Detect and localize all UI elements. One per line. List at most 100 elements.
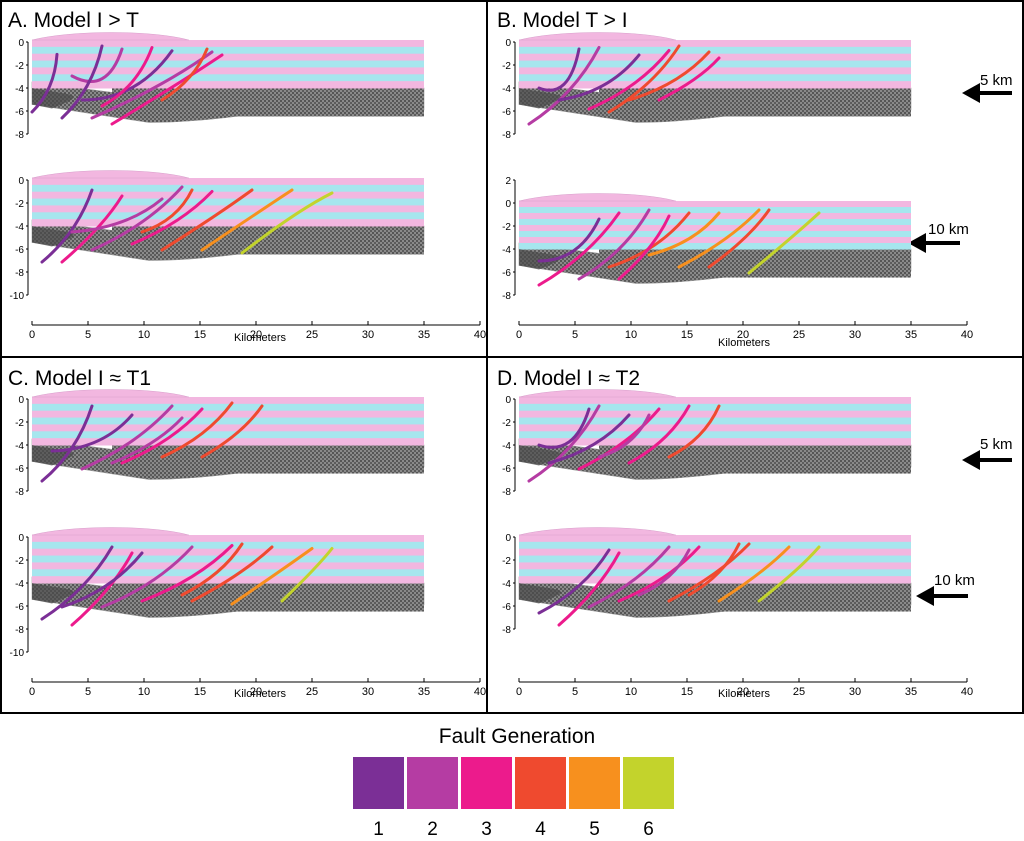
fault-trace-gen-3: [100, 46, 154, 108]
fault-trace-gen-5: [230, 547, 314, 606]
y-tick-label: -2: [15, 199, 24, 210]
fault-trace-gen-3: [120, 407, 204, 465]
sediment-layer: [519, 201, 911, 208]
sediment-layer: [32, 178, 424, 186]
y-tick-label: 2: [505, 176, 511, 187]
fault-trace-gen-4: [667, 542, 751, 603]
sediment-layer: [32, 219, 424, 227]
panel-title-c: C. Model I ≈ T1: [8, 367, 151, 390]
x-axis-label-d: Kilometers: [718, 688, 770, 700]
fault-trace-gen-2: [110, 416, 184, 465]
y-tick-label: 0: [505, 395, 511, 406]
fault-trace-gen-1: [60, 551, 144, 609]
sediment-layer: [32, 53, 424, 62]
x-tick-label: 10: [625, 686, 637, 698]
fault-trace-gen-1: [40, 188, 94, 264]
y-tick-label: 0: [18, 395, 24, 406]
fault-trace-gen-3: [587, 49, 671, 111]
fault-trace-gen-4: [180, 542, 244, 597]
cross-section-1: 0 -2 -4 -6 -8: [502, 389, 912, 498]
sediment-layer: [519, 576, 911, 584]
y-tick-label: -8: [15, 625, 24, 636]
x-tick-label: 5: [572, 686, 578, 698]
x-tick-label: 30: [362, 686, 374, 698]
fault-trace-gen-4: [190, 545, 274, 603]
y-tick-label: -4: [15, 441, 24, 452]
fault-trace-gen-1: [537, 217, 601, 263]
cross-section-1: 0 -2 -4 -6 -8: [15, 32, 425, 141]
y-tick-label: -2: [15, 418, 24, 429]
y-tick-label: 0: [505, 199, 511, 210]
x-axis-label-b: Kilometers: [718, 337, 770, 349]
fault-trace-gen-2: [527, 46, 601, 126]
arrow-label: 10 km: [934, 572, 975, 589]
cross-section-2: 0 -2 -4 -6 -8: [502, 527, 912, 636]
y-tick-label: -4: [15, 84, 24, 95]
sediment-layer: [32, 81, 424, 89]
sediment-layer: [519, 562, 911, 570]
sediment-layer: [32, 191, 424, 200]
sediment-layer: [519, 53, 911, 62]
imbricated-basement: [519, 583, 561, 604]
sediment-layer: [519, 74, 911, 82]
sediment-layer: [519, 207, 911, 214]
fault-trace-gen-1: [50, 413, 134, 453]
y-tick-label: -6: [502, 602, 511, 613]
fault-trace-gen-1: [557, 53, 641, 102]
legend-swatch-5: [569, 757, 620, 809]
fault-trace-gen-2: [597, 413, 651, 459]
fault-trace-gen-4: [200, 404, 264, 459]
fault-trace-gen-3: [577, 407, 661, 471]
cross-section-1: 0 -2 -4 -6 -8: [502, 32, 912, 141]
fault-trace-gen-1: [60, 44, 104, 120]
arrow-10km-panel-b: 10 km: [908, 221, 969, 253]
fault-trace-gen-3: [537, 211, 621, 287]
fault-trace-gen-4: [627, 50, 711, 102]
legend-swatch-1: [353, 757, 404, 809]
basement-fill: [599, 88, 911, 117]
sediment-layer: [519, 403, 911, 412]
fault-trace-gen-2: [587, 545, 671, 609]
x-tick-label: 40: [961, 329, 973, 341]
arrow-label: 5 km: [980, 72, 1013, 89]
thrust-wedge: [31, 32, 189, 41]
thrust-wedge: [31, 527, 189, 536]
x-tick-label: 0: [29, 686, 35, 698]
imbricated-basement: [32, 88, 74, 109]
fault-trace-gen-6: [757, 545, 821, 603]
fault-trace-gen-2: [577, 208, 651, 281]
x-tick-label: 35: [905, 329, 917, 341]
fault-trace-gen-3: [110, 53, 224, 126]
x-axis: 0 5 10 15 20 25 30 35 40: [516, 678, 973, 698]
x-tick-label: 40: [474, 329, 486, 341]
x-tick-label: 0: [516, 329, 522, 341]
sediment-layer: [519, 431, 911, 439]
sediment-layer: [519, 219, 911, 226]
x-tick-label: 30: [849, 686, 861, 698]
sediment-layer: [32, 410, 424, 419]
y-tick-label: -2: [15, 61, 24, 72]
fault-trace-gen-5: [647, 211, 721, 257]
fault-trace-gen-4: [707, 208, 771, 269]
arrow-5km-panel-b: 5 km: [962, 72, 1013, 103]
y-tick-label: -6: [15, 464, 24, 475]
y-tick-label: 0: [18, 533, 24, 544]
sediment-layer: [32, 535, 424, 543]
thrust-wedge: [518, 389, 676, 398]
fault-trace-gen-1: [537, 407, 591, 449]
y-tick-label: -2: [502, 61, 511, 72]
fault-trace-gen-4: [140, 188, 194, 234]
fault-trace-gen-3: [140, 544, 234, 603]
fault-trace-gen-2: [70, 197, 164, 234]
y-tick-label: -8: [502, 291, 511, 302]
y-tick-label: -4: [502, 84, 511, 95]
y-tick-label: 0: [18, 176, 24, 187]
fault-trace-gen-4: [160, 188, 254, 252]
y-tick-label: -4: [15, 579, 24, 590]
sediment-layer: [519, 535, 911, 543]
fault-trace-gen-1: [547, 413, 631, 465]
x-tick-label: 30: [849, 329, 861, 341]
y-tick-label: -2: [502, 418, 511, 429]
y-tick-label: 0: [505, 533, 511, 544]
x-tick-label: 30: [362, 329, 374, 341]
